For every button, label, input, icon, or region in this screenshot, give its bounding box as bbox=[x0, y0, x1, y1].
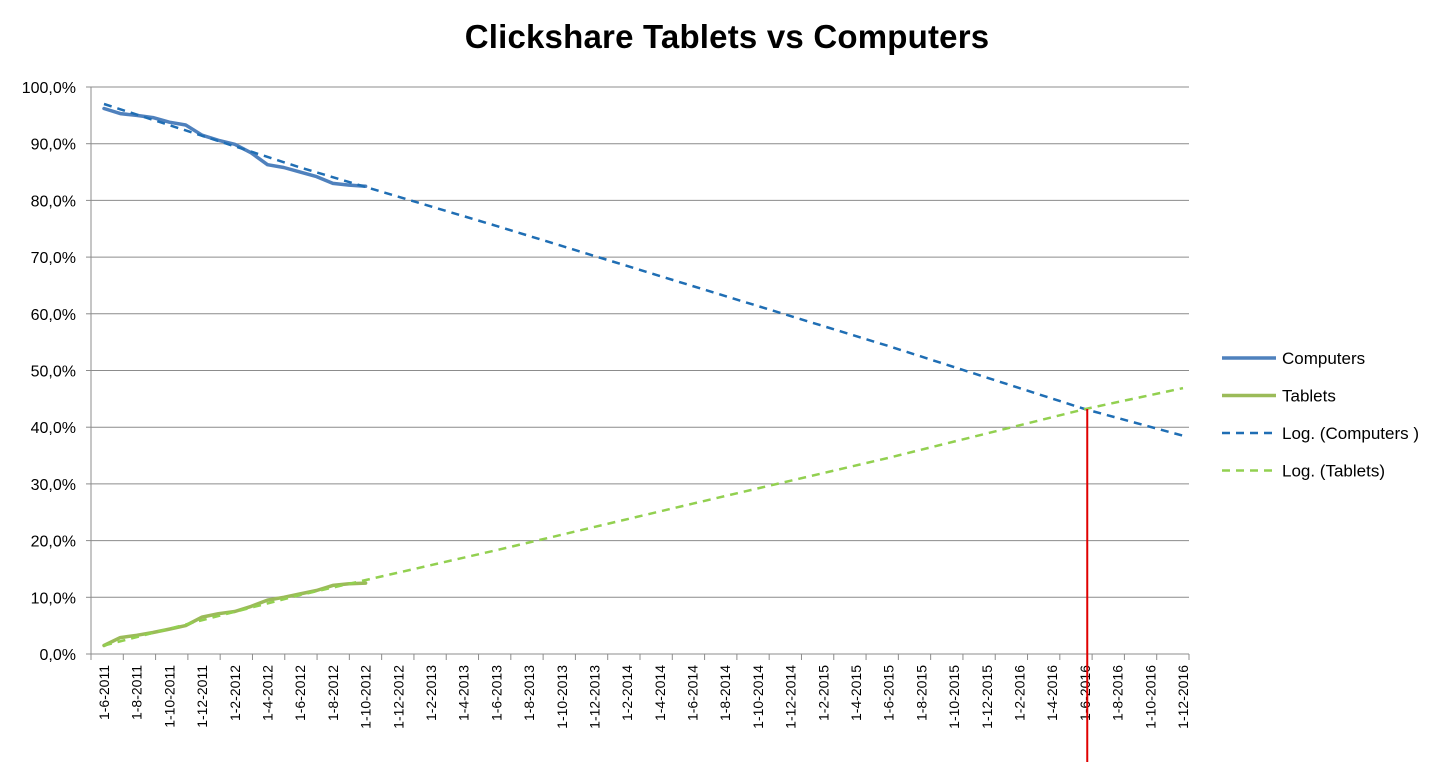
x-tick-label: 1-4-2014 bbox=[652, 665, 668, 721]
chart-title: Clickshare Tablets vs Computers bbox=[464, 18, 990, 55]
x-tick-label: 1-10-2016 bbox=[1142, 665, 1158, 729]
x-tick-label: 1-12-2015 bbox=[979, 665, 995, 729]
x-tick-label: 1-2-2016 bbox=[1012, 665, 1028, 721]
x-tick-label: 1-6-2015 bbox=[881, 665, 897, 721]
y-tick-label: 30,0% bbox=[31, 477, 76, 494]
x-tick-label: 1-12-2014 bbox=[783, 665, 799, 729]
legend-label: Log. (Tablets) bbox=[1282, 462, 1385, 481]
legend: Computers Tablets Log. (Computers ) Log. (T… bbox=[1222, 349, 1419, 481]
x-tick-label: 1-8-2015 bbox=[913, 665, 929, 721]
y-tick-label: 40,0% bbox=[31, 420, 76, 437]
series-line-computers bbox=[102, 106, 368, 188]
gridlines bbox=[91, 86, 1189, 655]
x-tick-label: 1-2-2012 bbox=[227, 665, 243, 721]
x-tick-label: 1-10-2014 bbox=[750, 665, 766, 729]
series-line-tablets bbox=[102, 581, 368, 648]
x-tick-label: 1-2-2013 bbox=[423, 665, 439, 721]
y-tick-label: 80,0% bbox=[31, 193, 76, 210]
x-tick-label: 1-8-2012 bbox=[325, 665, 341, 721]
x-tick-label: 1-12-2016 bbox=[1175, 665, 1191, 729]
x-tick-label: 1-6-2011 bbox=[96, 665, 112, 720]
y-tick-label: 70,0% bbox=[31, 250, 76, 267]
series-line-log-computers bbox=[103, 102, 1184, 437]
x-tick-label: 1-2-2014 bbox=[619, 665, 635, 721]
x-tick-label: 1-6-2012 bbox=[292, 665, 308, 721]
series-line-log-tablets bbox=[103, 386, 1184, 647]
series-lines bbox=[102, 102, 1184, 648]
y-tick-label: 0,0% bbox=[40, 647, 76, 664]
x-tick-label: 1-8-2013 bbox=[521, 665, 537, 721]
y-tick-label: 50,0% bbox=[31, 364, 76, 381]
axes: 0,0% 10,0% 20,0% 30,0% 40,0% 50,0% 60,0% 70,0% 8… bbox=[22, 80, 1191, 729]
x-tick-label: 1-6-2013 bbox=[488, 665, 504, 721]
x-tick-label: 1-10-2011 bbox=[161, 665, 177, 728]
y-tick-label: 10,0% bbox=[31, 590, 76, 607]
x-tick-label: 1-8-2016 bbox=[1110, 665, 1126, 721]
x-tick-label: 1-12-2011 bbox=[194, 665, 210, 728]
x-tick-label: 1-12-2012 bbox=[390, 665, 406, 729]
x-tick-label: 1-6-2014 bbox=[685, 665, 701, 721]
x-tick-label: 1-12-2013 bbox=[586, 665, 602, 729]
x-tick-label: 1-4-2016 bbox=[1044, 665, 1060, 721]
y-tick-label: 20,0% bbox=[31, 534, 76, 551]
x-tick-label: 1-4-2015 bbox=[848, 665, 864, 721]
legend-label: Computers bbox=[1282, 349, 1365, 368]
y-tick-label: 90,0% bbox=[31, 137, 76, 154]
x-tick-label: 1-4-2012 bbox=[259, 665, 275, 721]
x-tick-label: 1-10-2015 bbox=[946, 665, 962, 729]
x-tick-label: 1-8-2011 bbox=[129, 665, 145, 720]
y-tick-label: 60,0% bbox=[31, 307, 76, 324]
x-tick-label: 1-6-2016 bbox=[1077, 665, 1093, 721]
x-tick-label: 1-2-2015 bbox=[815, 665, 831, 721]
legend-label: Log. (Computers ) bbox=[1282, 424, 1419, 443]
x-tick-label: 1-4-2013 bbox=[456, 665, 472, 721]
y-tick-label: 100,0% bbox=[22, 80, 76, 97]
legend-label: Tablets bbox=[1282, 387, 1336, 406]
x-tick-label: 1-8-2014 bbox=[717, 665, 733, 721]
x-tick-label: 1-10-2012 bbox=[358, 665, 374, 729]
x-tick-label: 1-10-2013 bbox=[554, 665, 570, 729]
